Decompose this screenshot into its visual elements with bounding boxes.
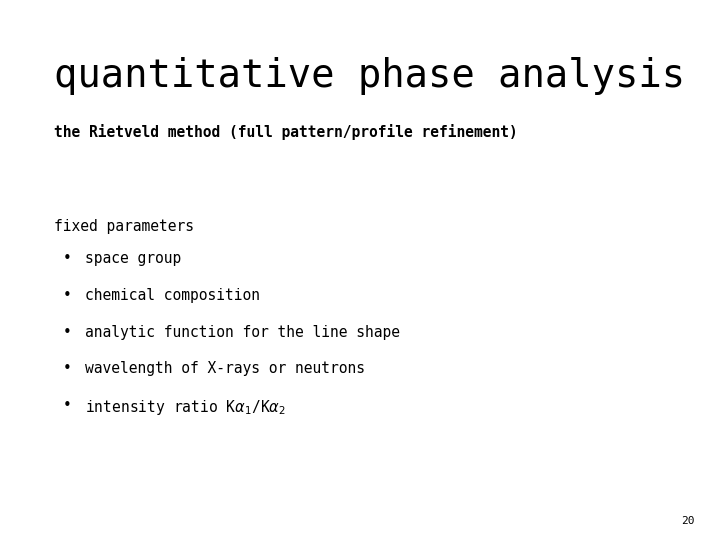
Text: analytic function for the line shape: analytic function for the line shape (85, 325, 400, 340)
Text: wavelength of X-rays or neutrons: wavelength of X-rays or neutrons (85, 361, 365, 376)
Text: 20: 20 (681, 516, 695, 526)
Text: •: • (63, 288, 71, 303)
Text: chemical composition: chemical composition (85, 288, 260, 303)
Text: space group: space group (85, 251, 181, 266)
Text: the Rietveld method (full pattern/profile refinement): the Rietveld method (full pattern/profil… (54, 124, 518, 140)
Text: quantitative phase analysis: quantitative phase analysis (54, 57, 685, 94)
Text: intensity ratio K$\alpha_1$/K$\alpha_2$: intensity ratio K$\alpha_1$/K$\alpha_2$ (85, 398, 286, 417)
Text: fixed parameters: fixed parameters (54, 219, 194, 234)
Text: •: • (63, 251, 71, 266)
Text: •: • (63, 361, 71, 376)
Text: •: • (63, 398, 71, 413)
Text: •: • (63, 325, 71, 340)
